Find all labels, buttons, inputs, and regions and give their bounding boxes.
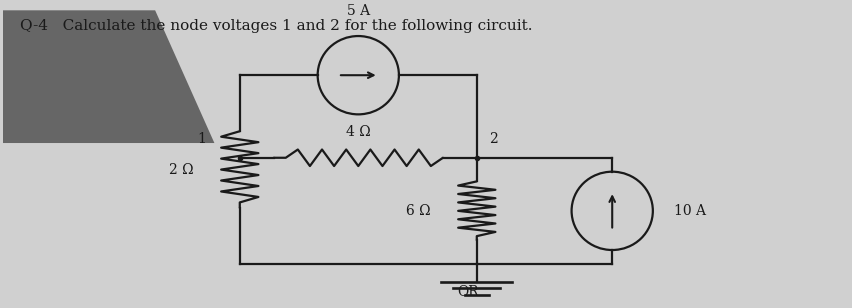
- Text: 6 Ω: 6 Ω: [406, 204, 430, 218]
- Text: 2: 2: [490, 132, 498, 146]
- Text: 5 A: 5 A: [347, 4, 370, 18]
- Text: Q-4   Calculate the node voltages 1 and 2 for the following circuit.: Q-4 Calculate the node voltages 1 and 2 …: [20, 19, 532, 33]
- Polygon shape: [3, 10, 215, 143]
- Text: 2 Ω: 2 Ω: [169, 163, 193, 176]
- Text: 10 A: 10 A: [674, 204, 706, 218]
- Text: 4 Ω: 4 Ω: [346, 125, 371, 139]
- Text: OR: OR: [458, 285, 479, 299]
- Text: 1: 1: [197, 132, 206, 146]
